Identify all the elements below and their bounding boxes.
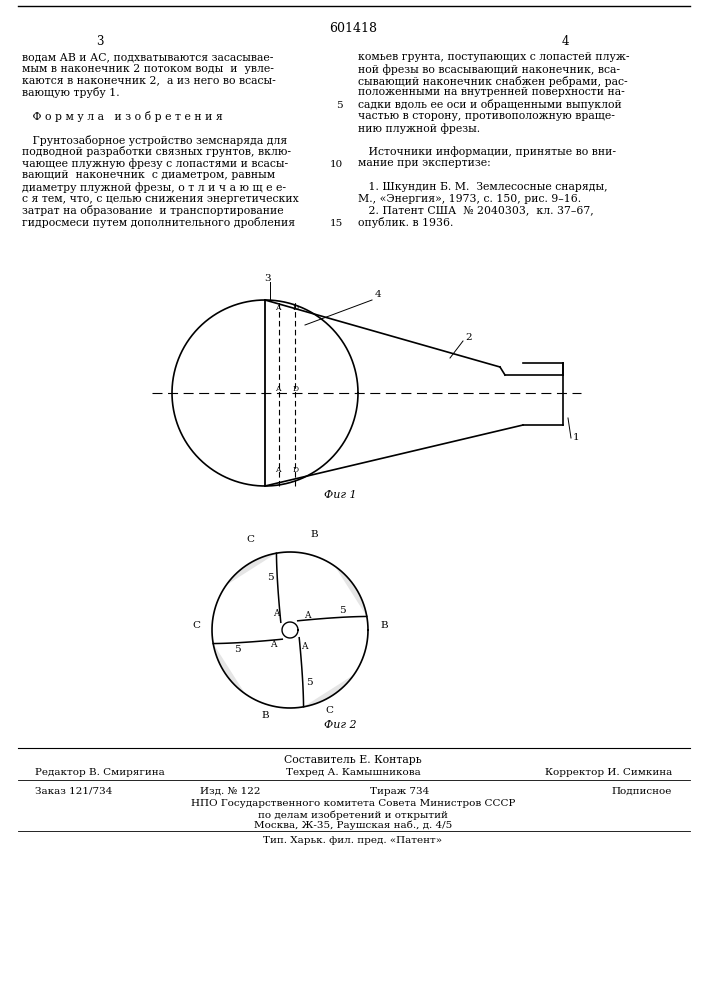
Text: частью в сторону, противоположную враще-: частью в сторону, противоположную враще-	[358, 111, 615, 121]
Polygon shape	[298, 566, 367, 621]
Text: 5: 5	[267, 573, 274, 582]
Text: Заказ 121/734: Заказ 121/734	[35, 787, 112, 796]
Text: с я тем, что, с целью снижения энергетических: с я тем, что, с целью снижения энергетич…	[22, 194, 299, 204]
Text: 5: 5	[339, 606, 346, 615]
Text: садки вдоль ее оси и обращенными выпуклой: садки вдоль ее оси и обращенными выпукло…	[358, 99, 621, 110]
Text: Редактор В. Смирягина: Редактор В. Смирягина	[35, 768, 165, 777]
Text: 5: 5	[234, 645, 240, 654]
Text: A: A	[301, 642, 308, 651]
Text: 3: 3	[96, 35, 104, 48]
Text: Грунтозаборное устройство земснаряда для: Грунтозаборное устройство земснаряда для	[22, 135, 287, 146]
Text: положенными на внутренней поверхности на-: положенными на внутренней поверхности на…	[358, 87, 625, 97]
Text: B: B	[380, 620, 388, 630]
Text: C: C	[192, 620, 200, 630]
Text: сывающий наконечник снабжен ребрами, рас-: сывающий наконечник снабжен ребрами, рас…	[358, 76, 628, 87]
Text: 5: 5	[337, 101, 343, 110]
Text: 4: 4	[561, 35, 568, 48]
Text: Фиг 2: Фиг 2	[324, 720, 356, 730]
Polygon shape	[214, 639, 282, 694]
Text: мание при экспертизе:: мание при экспертизе:	[358, 158, 491, 168]
Text: водам АВ и АС, подхватываются засасывае-: водам АВ и АС, подхватываются засасывае-	[22, 52, 274, 62]
Text: 4: 4	[375, 290, 382, 299]
Text: 3: 3	[264, 274, 271, 283]
Text: C: C	[246, 535, 255, 544]
Text: D: D	[293, 385, 299, 393]
Text: Изд. № 122: Изд. № 122	[200, 787, 260, 796]
Text: D: D	[293, 304, 299, 312]
Text: вающий  наконечник  с диаметром, равным: вающий наконечник с диаметром, равным	[22, 170, 275, 180]
Text: НПО Государственного комитета Совета Министров СССР: НПО Государственного комитета Совета Мин…	[191, 799, 515, 808]
Text: Тираж 734: Тираж 734	[370, 787, 430, 796]
Text: ной фрезы во всасывающий наконечник, вса-: ной фрезы во всасывающий наконечник, вса…	[358, 64, 620, 75]
Text: Составитель Е. Контарь: Составитель Е. Контарь	[284, 755, 422, 765]
Text: Подписное: Подписное	[612, 787, 672, 796]
Text: вающую трубу 1.: вающую трубу 1.	[22, 87, 119, 98]
Text: 2. Патент США  № 2040303,  кл. 37–67,: 2. Патент США № 2040303, кл. 37–67,	[358, 205, 594, 215]
Text: Фиг 1: Фиг 1	[324, 490, 356, 500]
Polygon shape	[226, 553, 281, 622]
Text: Ф о р м у л а   и з о б р е т е н и я: Ф о р м у л а и з о б р е т е н и я	[22, 111, 223, 122]
Text: D: D	[293, 466, 299, 474]
Text: опублик. в 1936.: опублик. в 1936.	[358, 217, 453, 228]
Text: чающее плужную фрезу с лопастями и всасы-: чающее плужную фрезу с лопастями и всасы…	[22, 158, 288, 169]
Text: затрат на образование  и транспортирование: затрат на образование и транспортировани…	[22, 205, 284, 216]
Text: 1: 1	[573, 433, 580, 442]
Text: 1. Шкундин Б. М.  Землесосные снаряды,: 1. Шкундин Б. М. Землесосные снаряды,	[358, 182, 607, 192]
Text: мым в наконечник 2 потоком воды  и  увле-: мым в наконечник 2 потоком воды и увле-	[22, 64, 274, 74]
Text: Корректор И. Симкина: Корректор И. Симкина	[545, 768, 672, 777]
Text: A: A	[303, 611, 310, 620]
Text: комьев грунта, поступающих с лопастей плуж-: комьев грунта, поступающих с лопастей пл…	[358, 52, 629, 62]
Text: по делам изобретений и открытий: по делам изобретений и открытий	[258, 810, 448, 820]
Text: Источники информации, принятые во вни-: Источники информации, принятые во вни-	[358, 146, 616, 157]
Text: 10: 10	[329, 160, 343, 169]
Text: A: A	[275, 385, 281, 393]
Text: A: A	[273, 609, 279, 618]
Text: 601418: 601418	[329, 22, 377, 35]
Text: нию плужной фрезы.: нию плужной фрезы.	[358, 123, 480, 134]
Text: A: A	[275, 466, 281, 474]
Text: гидросмеси путем дополнительного дробления: гидросмеси путем дополнительного дроблен…	[22, 217, 295, 228]
Text: 15: 15	[329, 219, 343, 228]
Text: 2: 2	[465, 333, 472, 342]
Polygon shape	[299, 638, 354, 707]
Text: B: B	[310, 530, 318, 539]
Text: B: B	[262, 711, 269, 720]
Text: Москва, Ж-35, Раушская наб., д. 4/5: Москва, Ж-35, Раушская наб., д. 4/5	[254, 821, 452, 830]
Text: подводной разработки связных грунтов, вклю-: подводной разработки связных грунтов, вк…	[22, 146, 291, 157]
Text: каются в наконечник 2,  а из него во всасы-: каются в наконечник 2, а из него во всас…	[22, 76, 276, 86]
Text: A: A	[275, 304, 281, 312]
Text: М., «Энергия», 1973, с. 150, рис. 9–16.: М., «Энергия», 1973, с. 150, рис. 9–16.	[358, 194, 581, 204]
Text: диаметру плужной фрезы, о т л и ч а ю щ е е-: диаметру плужной фрезы, о т л и ч а ю щ …	[22, 182, 286, 193]
Text: C: C	[326, 706, 334, 715]
Text: Техред А. Камышникова: Техред А. Камышникова	[286, 768, 421, 777]
Text: 5: 5	[306, 678, 312, 687]
Text: A: A	[270, 640, 276, 649]
Text: Тип. Харьк. фил. пред. «Патент»: Тип. Харьк. фил. пред. «Патент»	[264, 836, 443, 845]
